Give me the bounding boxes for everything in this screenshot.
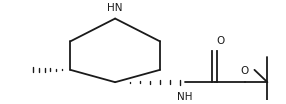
Text: NH: NH bbox=[177, 92, 192, 102]
Text: HN: HN bbox=[107, 3, 123, 13]
Text: O: O bbox=[240, 66, 249, 76]
Text: O: O bbox=[217, 36, 225, 46]
